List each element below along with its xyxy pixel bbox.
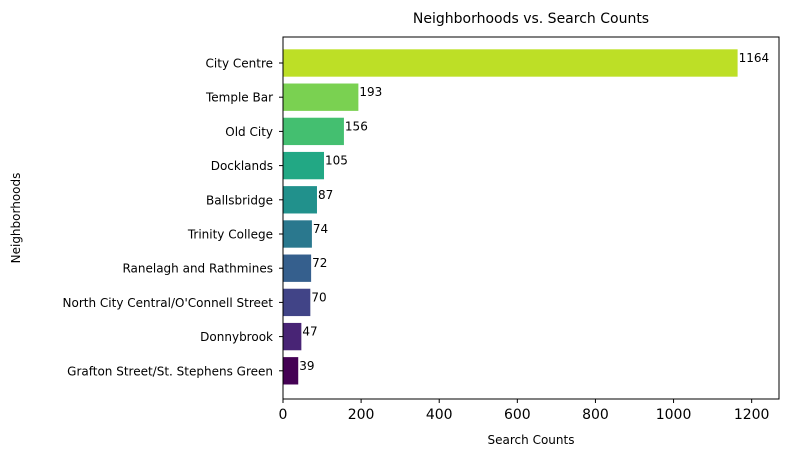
plot-frame xyxy=(282,36,780,400)
data-labels: 1164 193 156 105 87 74 72 70 47 39 xyxy=(299,51,769,373)
x-tick-label: 400 xyxy=(426,407,453,423)
y-tick-labels: City Centre Temple Bar Old City Docklands Ba… xyxy=(63,57,283,378)
x-tick-label: 800 xyxy=(582,407,609,423)
bar xyxy=(283,49,738,77)
data-label: 87 xyxy=(318,188,333,202)
data-label: 39 xyxy=(299,359,314,373)
y-tick-label: City Centre xyxy=(206,57,273,71)
bar xyxy=(283,117,344,146)
y-tick-label: Grafton Street/St. Stephens Green xyxy=(67,364,273,378)
y-tick-label: North City Central/O'Connell Street xyxy=(63,296,274,310)
bar xyxy=(283,151,325,180)
y-tick-label: Donnybrook xyxy=(200,330,273,344)
x-axis-label: Search Counts xyxy=(488,433,575,447)
bar xyxy=(283,357,299,385)
data-label: 72 xyxy=(312,256,327,270)
y-tick-label: Docklands xyxy=(211,159,273,173)
x-tick-label: 600 xyxy=(504,407,531,423)
bar xyxy=(283,83,359,111)
y-tick-label: Ballsbridge xyxy=(206,193,273,207)
bar xyxy=(283,322,302,351)
y-axis-label: Neighborhoods xyxy=(9,173,23,264)
y-tick-label: Ranelagh and Rathmines xyxy=(122,262,273,276)
x-tick-label: 1200 xyxy=(734,407,770,423)
data-label: 193 xyxy=(359,85,382,99)
x-axis: 0 200 400 600 800 1000 1200 xyxy=(279,399,770,423)
y-tick-label: Trinity College xyxy=(187,228,273,242)
bar xyxy=(283,220,312,248)
x-tick-label: 0 xyxy=(279,407,288,423)
data-label: 1164 xyxy=(739,51,770,65)
data-label: 70 xyxy=(311,290,326,304)
x-tick-label: 1000 xyxy=(656,407,692,423)
bars-group xyxy=(283,49,738,385)
bar xyxy=(283,186,317,214)
data-label: 47 xyxy=(302,325,317,339)
data-label: 156 xyxy=(345,119,368,133)
y-tick-label: Temple Bar xyxy=(205,91,273,105)
data-label: 74 xyxy=(313,222,328,236)
bar xyxy=(283,288,311,317)
bar xyxy=(283,254,312,282)
data-label: 105 xyxy=(325,154,348,168)
y-tick-label: Old City xyxy=(225,125,273,139)
chart-title: Neighborhoods vs. Search Counts xyxy=(413,11,649,27)
x-tick-label: 200 xyxy=(348,407,375,423)
